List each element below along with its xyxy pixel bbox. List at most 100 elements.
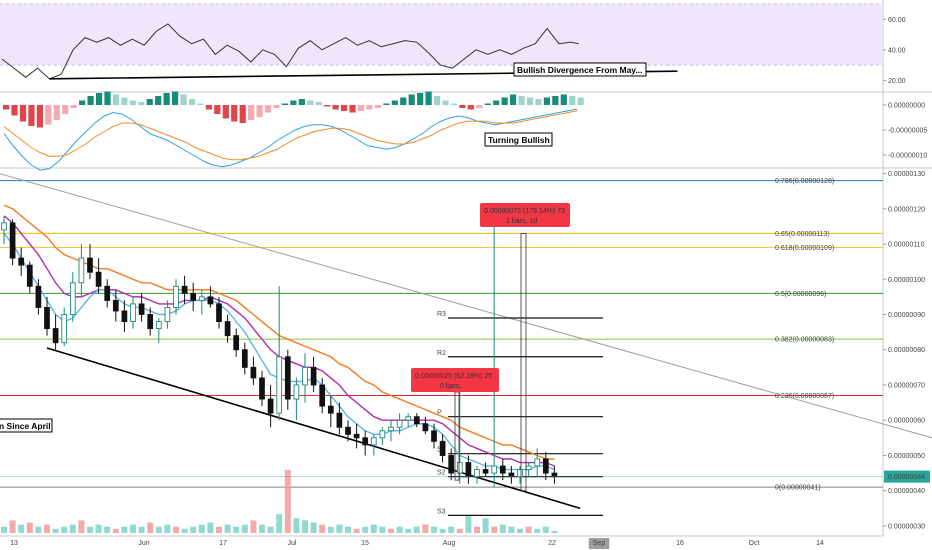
volume-bar: [26, 522, 33, 533]
price-axis-label: 0.00000040: [888, 488, 925, 495]
volume-bar: [198, 524, 205, 533]
macd-histogram-bar: [526, 97, 534, 105]
measure-text-2a: 0.00000025 (62.18%) 25: [415, 373, 492, 380]
candle-body: [499, 465, 506, 474]
macd-histogram-bar: [442, 100, 449, 105]
macd-histogram-bar: [569, 96, 576, 105]
volume-bar: [95, 524, 102, 533]
left-annotation-box[interactable]: [0, 418, 53, 433]
candle-body: [190, 292, 197, 301]
time-axis-label: 22: [548, 540, 556, 547]
macd-histogram-bar: [349, 105, 356, 113]
fib-level-label: 0.618(0.00000109): [775, 245, 834, 252]
candle-body: [78, 257, 85, 284]
price-axis-label: 0.00000050: [888, 453, 925, 460]
fib-level-label: 0.65(0.00000113): [775, 231, 830, 238]
volume-bar: [18, 524, 25, 533]
time-axis-label: Sep: [593, 540, 606, 547]
volume-bar: [69, 524, 76, 533]
macd-histogram-bar: [552, 96, 559, 105]
macd-histogram-bar: [543, 97, 550, 105]
rsi-annotation-box[interactable]: [513, 62, 647, 77]
volume-bar: [482, 518, 489, 533]
candle-body: [534, 458, 541, 467]
macd-histogram-bar: [467, 105, 474, 110]
volume-bar: [319, 524, 326, 533]
rsi-annotation-label: Bullish Divergence From May...: [517, 65, 643, 75]
macd-histogram-bar: [281, 103, 289, 105]
measure-range-1[interactable]: [520, 233, 527, 492]
volume-bar: [517, 528, 523, 533]
candle-body: [310, 366, 317, 386]
volume-bar: [121, 526, 128, 533]
macd-histogram-bar: [155, 96, 162, 105]
price-axis-label: 0.00000110: [888, 242, 925, 249]
time-axis-label: 14: [816, 540, 824, 547]
volume-bar: [267, 526, 274, 533]
candle-body: [52, 328, 59, 344]
measure-range-2[interactable]: [454, 391, 460, 481]
macd-histogram-bar: [417, 93, 424, 105]
candle-body: [276, 356, 283, 414]
time-axis-label: Jul: [288, 540, 297, 547]
time-axis-label: Aug: [443, 540, 456, 547]
macd-histogram-bar: [104, 91, 111, 105]
volume-bar: [241, 524, 248, 533]
volume-bar: [431, 526, 437, 533]
macd-histogram-bar: [535, 99, 542, 105]
macd-histogram-bar: [400, 97, 407, 105]
candle-body: [147, 314, 154, 330]
volume-bar: [284, 470, 291, 533]
pivot-label: R3: [437, 311, 446, 318]
macd-histogram-bar: [433, 96, 441, 105]
macd-histogram-bar: [214, 105, 221, 114]
candle-body: [130, 303, 136, 322]
candle-body: [207, 296, 214, 305]
time-axis-label: Jun: [138, 540, 149, 547]
volume-bar: [293, 518, 300, 533]
macd-histogram-bar: [501, 97, 508, 105]
macd-signal-line: [3, 110, 578, 161]
volume-bar: [35, 526, 42, 533]
measure-box-1[interactable]: [480, 203, 570, 227]
volume-bar: [336, 524, 343, 533]
volume-bar: [155, 526, 162, 533]
channel-trendline[interactable]: [46, 347, 581, 510]
macd-annotation-box[interactable]: [484, 132, 553, 147]
candle-body: [241, 349, 248, 368]
candle-body: [345, 426, 351, 435]
candle-body: [9, 222, 16, 259]
volume-bar: [448, 526, 455, 533]
volume-bar: [52, 528, 59, 533]
volume-bar: [396, 526, 403, 533]
macd-histogram-bar: [315, 102, 322, 105]
macd-histogram-bar: [188, 99, 196, 105]
time-axis-label: 13: [10, 540, 18, 547]
candle-body: [95, 271, 102, 287]
volume-bar: [353, 528, 360, 533]
volume-bar: [345, 526, 351, 533]
candle-body: [1, 222, 7, 231]
wedge-trendline[interactable]: [0, 170, 932, 482]
time-axis-label: Oct: [749, 540, 760, 547]
macd-histogram-bar: [28, 105, 35, 126]
macd-histogram-bar: [324, 105, 331, 107]
macd-histogram-bar: [129, 100, 136, 105]
volume-bar: [44, 524, 50, 533]
candle-body: [327, 405, 334, 414]
volume-bar: [474, 526, 480, 533]
measure-box-2[interactable]: [411, 368, 499, 392]
candle-body: [542, 458, 549, 474]
price-axis-label: 0.00000080: [888, 347, 925, 354]
macd-histogram-bar: [172, 91, 179, 105]
candle-body: [164, 306, 171, 322]
macd-histogram-bar: [62, 105, 69, 114]
macd-histogram-bar: [205, 105, 212, 110]
price-axis-label: 0.00000070: [888, 382, 925, 389]
candle-body: [293, 384, 300, 400]
volume-bar: [508, 526, 515, 533]
macd-line: [3, 108, 578, 171]
macd-axis-label: 0.00000000: [888, 103, 925, 110]
macd-histogram-bar: [493, 100, 500, 105]
